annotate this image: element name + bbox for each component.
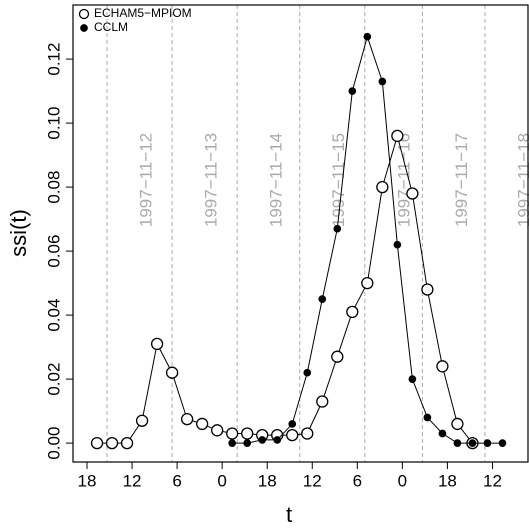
day-label: 1997−11−18 [514,133,529,227]
x-tick-label: 12 [483,471,502,490]
x-tick-label: 0 [398,471,407,490]
point [316,395,329,408]
point [288,420,297,428]
point [90,436,104,450]
y-tick-label: 0.10 [44,107,63,140]
point [391,129,404,143]
point [286,428,299,442]
point [301,427,314,440]
day-label: 1997−11−15 [329,133,348,227]
point [273,436,282,444]
point [165,366,179,379]
y-tick-label: 0.02 [44,363,63,396]
point [331,350,344,363]
point [421,283,434,296]
point [120,436,134,450]
point [468,439,477,447]
point [498,439,507,447]
point [211,424,224,437]
legend-marker [78,8,90,20]
x-tick-label: 6 [353,471,362,490]
day-label: 1997−11−14 [267,133,286,227]
point [228,439,237,447]
point [376,180,389,194]
point [226,427,239,440]
x-tick-label: 18 [78,471,97,490]
point [135,414,149,427]
legend-label: CCLM [94,20,128,34]
day-label: 1997−11−16 [394,133,413,227]
y-tick-label: 0.06 [44,235,63,268]
x-tick-label: 18 [438,471,457,490]
point [378,77,387,86]
point [361,276,374,290]
y-tick-label: 0.12 [44,43,63,76]
day-label: 1997−11−12 [137,133,156,227]
point [451,417,464,431]
point [180,412,194,426]
y-tick-label: 0.04 [44,299,63,332]
point [453,439,462,447]
point [423,413,432,422]
point [408,375,417,383]
point [406,187,419,200]
point [393,240,402,249]
plot-box [72,4,529,463]
point [105,436,119,450]
point [436,360,449,373]
point [348,87,357,95]
point [150,337,164,351]
y-tick-label: 0.00 [44,427,63,460]
point [333,224,342,233]
point [243,439,252,447]
point [438,429,447,438]
legend-marker [80,24,88,32]
point [346,305,359,319]
point [363,32,372,41]
point [241,427,254,440]
y-axis-label: ssi(t) [6,209,31,257]
x-axis-label: t [286,502,292,527]
legend-label: ECHAM5−MPIOM [94,6,192,20]
x-tick-label: 18 [258,471,277,490]
day-label: 1997−11−13 [202,133,221,227]
point [318,295,327,303]
y-tick-label: 0.08 [44,171,63,204]
x-tick-label: 12 [303,471,322,490]
point [483,439,492,447]
point [303,368,312,377]
day-label: 1997−11−17 [452,133,471,227]
series-line [232,34,503,444]
x-tick-label: 12 [123,471,142,490]
x-tick-label: 0 [217,471,226,490]
point [258,436,267,444]
x-tick-label: 6 [172,471,181,490]
point [195,417,209,431]
